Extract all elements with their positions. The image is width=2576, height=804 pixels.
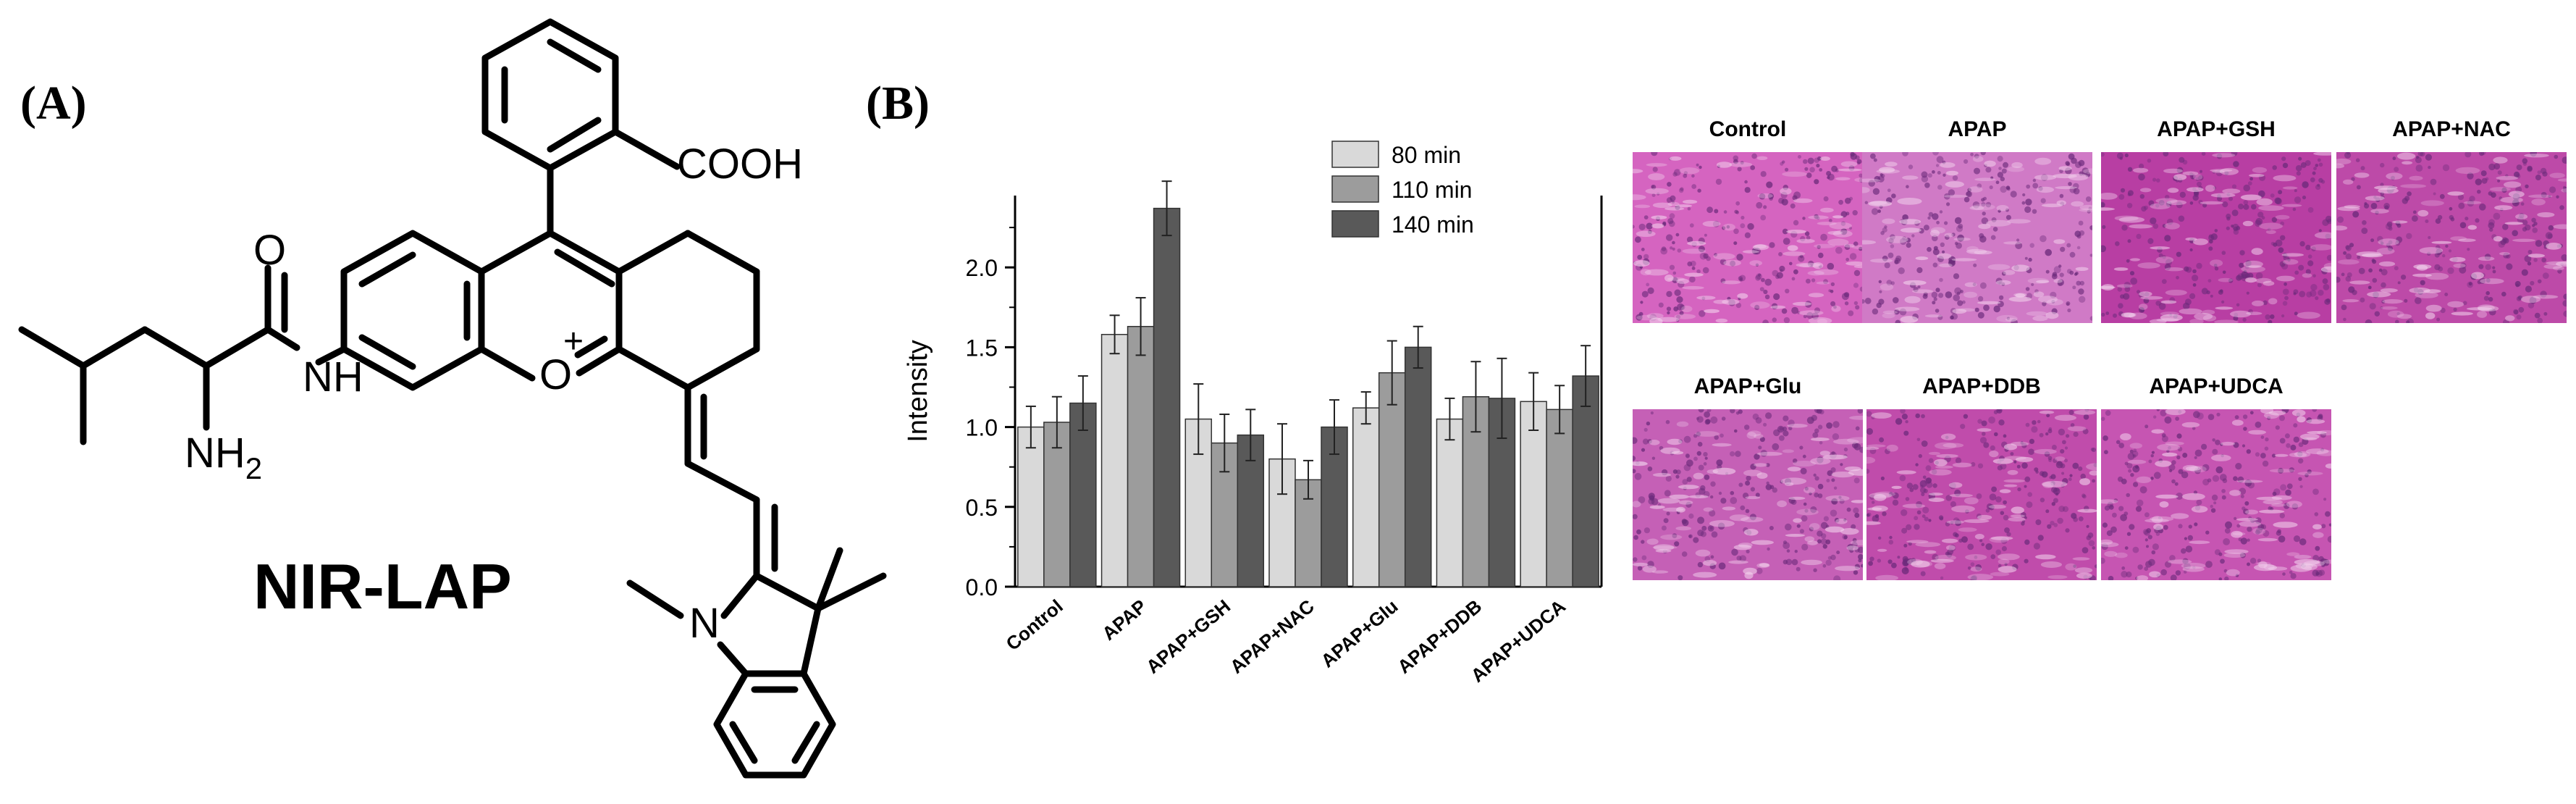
x-tick-label: Control xyxy=(1002,595,1067,655)
y-axis-label: Intensity xyxy=(903,340,933,443)
histology-title: APAP+NAC xyxy=(2392,117,2511,141)
y-tick-label: 1.0 xyxy=(966,415,998,441)
bar-control-3 xyxy=(1069,402,1097,587)
legend-swatch-2 xyxy=(1331,175,1379,203)
bar-apap-glu-3 xyxy=(1404,346,1432,587)
compound-name: NIR-LAP xyxy=(253,550,512,622)
x-tick-label: APAP xyxy=(1098,595,1150,645)
bar-apap-glu-2 xyxy=(1378,372,1406,587)
panel-a-label: (A) xyxy=(20,77,87,130)
nir-lap-structure: COOH O + N NH O NH2 NIR-LAP xyxy=(18,18,887,779)
x-tick-label: APAP+NAC xyxy=(1226,595,1318,677)
histology-image xyxy=(1866,409,2097,580)
bar-control-1 xyxy=(1017,426,1045,587)
histology-title: APAP+Glu xyxy=(1693,374,1802,398)
histology-image xyxy=(2101,152,2331,323)
legend-swatch-3 xyxy=(1331,210,1379,238)
panel-b-label: (B) xyxy=(866,77,930,130)
histology-title: APAP+UDCA xyxy=(2149,374,2284,398)
histology-title: Control xyxy=(1709,117,1787,141)
bar-apap-ddb-3 xyxy=(1488,398,1516,587)
bar-apap-3 xyxy=(1153,207,1181,587)
cooh-label: COOH xyxy=(677,141,803,188)
bar-apap-udca-2 xyxy=(1546,409,1573,587)
histology-image xyxy=(1862,152,2092,323)
histology-title: APAP+DDB xyxy=(1922,374,2041,398)
x-tick-label: APAP+Glu xyxy=(1317,595,1402,672)
nh2-label: NH2 xyxy=(185,430,262,485)
histology-title: APAP+GSH xyxy=(2157,117,2276,141)
y-tick-label: 0.5 xyxy=(966,495,998,521)
bar-apap-2 xyxy=(1127,325,1155,587)
legend-label-3: 140 min xyxy=(1392,212,1474,238)
y-tick-label: 1.5 xyxy=(966,335,998,361)
positive-charge: + xyxy=(563,322,584,361)
legend-swatch-1 xyxy=(1331,141,1379,168)
legend-label-2: 110 min xyxy=(1392,177,1472,203)
bar-apap-udca-3 xyxy=(1572,375,1599,587)
indole-n-label: N xyxy=(689,600,720,647)
bar-apap-ddb-1 xyxy=(1436,418,1464,587)
histology-image xyxy=(1633,409,1863,580)
carbonyl-o-label: O xyxy=(253,227,286,274)
bar-apap-glu-1 xyxy=(1352,407,1380,587)
amide-nh-label: NH xyxy=(303,353,363,401)
legend-label-1: 80 min xyxy=(1392,142,1461,168)
bar-apap-1 xyxy=(1100,334,1129,587)
y-tick-label: 0.0 xyxy=(966,574,998,600)
histology-title: APAP xyxy=(1948,117,2007,141)
oxonium-label: O xyxy=(539,351,572,398)
x-tick-label: APAP+GSH xyxy=(1142,595,1234,678)
histology-image xyxy=(2101,409,2331,580)
bar-apap-udca-1 xyxy=(1520,401,1547,587)
histology-image xyxy=(2336,152,2567,323)
y-tick-label: 2.0 xyxy=(966,255,998,281)
histology-image xyxy=(1633,152,1863,323)
